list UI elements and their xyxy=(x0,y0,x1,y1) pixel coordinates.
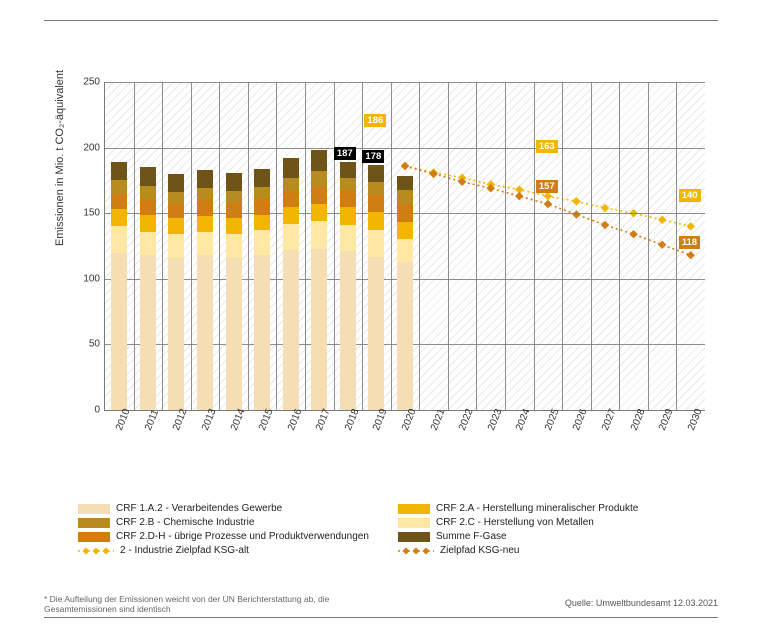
legend-item: CRF 1.A.2 - Verarbeitendes Gewerbe xyxy=(78,503,398,514)
x-tick: 2010 xyxy=(114,407,133,432)
chart-container: { "dims":{"width":762,"height":638,"plot… xyxy=(0,0,762,638)
y-axis-label: Emissionen in Mio. t CO₂-äquivalent xyxy=(54,70,66,246)
legend-item: CRF 2.B - Chemische Industrie xyxy=(78,517,398,528)
y-tick: 50 xyxy=(50,339,100,350)
legend-label: CRF 1.A.2 - Verarbeitendes Gewerbe xyxy=(116,503,282,514)
x-tick: 2011 xyxy=(143,408,161,432)
marker-ksg_neu xyxy=(401,162,409,170)
legend-item: CRF 2.A - Herstellung mineralischer Prod… xyxy=(398,503,718,514)
legend-item: Zielpfad KSG-neu xyxy=(398,545,718,556)
y-tick: 0 xyxy=(50,405,100,416)
marker-ksg_alt xyxy=(572,197,580,205)
x-tick: 2026 xyxy=(571,407,590,432)
x-tick: 2027 xyxy=(600,407,619,432)
bar-total-label: 178 xyxy=(362,150,384,163)
marker-ksg_alt xyxy=(601,204,609,212)
line-value-label: 186 xyxy=(364,114,386,127)
legend-label: CRF 2.C - Herstellung von Metallen xyxy=(436,517,594,528)
x-tick: 2021 xyxy=(429,407,448,432)
x-tick: 2029 xyxy=(657,407,676,432)
line-value-label: 163 xyxy=(536,140,558,153)
legend-label: 2 - Industrie Zielpfad KSG-alt xyxy=(120,545,249,556)
marker-ksg_neu xyxy=(629,230,637,238)
marker-ksg_neu xyxy=(658,240,666,248)
source-text: Quelle: Umweltbundesamt 12.03.2021 xyxy=(565,598,718,608)
marker-ksg_neu xyxy=(601,221,609,229)
legend-item: CRF 2.C - Herstellung von Metallen xyxy=(398,517,718,528)
x-tick: 2028 xyxy=(629,407,648,432)
legend-label: CRF 2.B - Chemische Industrie xyxy=(116,517,254,528)
x-tick: 2020 xyxy=(400,407,419,432)
marker-ksg_neu xyxy=(429,170,437,178)
bottom-rule xyxy=(44,617,718,618)
x-tick: 2016 xyxy=(286,407,305,432)
legend-label: Zielpfad KSG-neu xyxy=(440,545,520,556)
x-tick: 2024 xyxy=(514,407,533,432)
marker-ksg_neu xyxy=(686,251,694,259)
x-tick: 2013 xyxy=(200,407,219,432)
y-tick: 200 xyxy=(50,142,100,153)
x-tick: 2023 xyxy=(486,407,505,432)
x-tick: 2025 xyxy=(543,407,562,432)
x-tick: 2022 xyxy=(457,407,476,432)
marker-ksg_neu xyxy=(572,210,580,218)
legend-label: CRF 2.D-H - übrige Prozesse und Produktv… xyxy=(116,531,369,542)
marker-ksg_alt xyxy=(686,222,694,230)
legend-label: Summe F-Gase xyxy=(436,531,507,542)
x-tick: 2019 xyxy=(371,407,390,432)
marker-ksg_neu xyxy=(515,192,523,200)
legend-item: Summe F-Gase xyxy=(398,531,718,542)
legend-item: CRF 2.D-H - übrige Prozesse und Produktv… xyxy=(78,531,398,542)
footnote: * Die Aufteilung der Emissionen weicht v… xyxy=(44,594,404,614)
x-tick: 2014 xyxy=(229,407,248,432)
line-value-label: 140 xyxy=(679,189,701,202)
x-tick: 2012 xyxy=(171,407,190,432)
marker-ksg_alt xyxy=(544,192,552,200)
line-value-label: 118 xyxy=(679,236,700,249)
legend-item: 2 - Industrie Zielpfad KSG-alt xyxy=(78,545,398,556)
plot-area: 187 178 186 163 157 140 118 xyxy=(104,82,705,411)
x-tick: 2017 xyxy=(314,407,333,432)
x-tick: 2030 xyxy=(686,407,705,432)
top-rule xyxy=(44,20,718,21)
x-tick: 2015 xyxy=(257,407,276,432)
x-tick: 2018 xyxy=(343,407,362,432)
y-tick: 250 xyxy=(50,77,100,88)
legend: CRF 1.A.2 - Verarbeitendes Gewerbe CRF 2.… xyxy=(78,500,718,559)
marker-ksg_neu xyxy=(544,200,552,208)
line-value-label: 157 xyxy=(536,180,558,193)
marker-ksg_alt xyxy=(658,216,666,224)
bar-total-label: 187 xyxy=(334,147,356,160)
legend-label: CRF 2.A - Herstellung mineralischer Prod… xyxy=(436,503,638,514)
y-tick: 150 xyxy=(50,208,100,219)
y-tick: 100 xyxy=(50,273,100,284)
